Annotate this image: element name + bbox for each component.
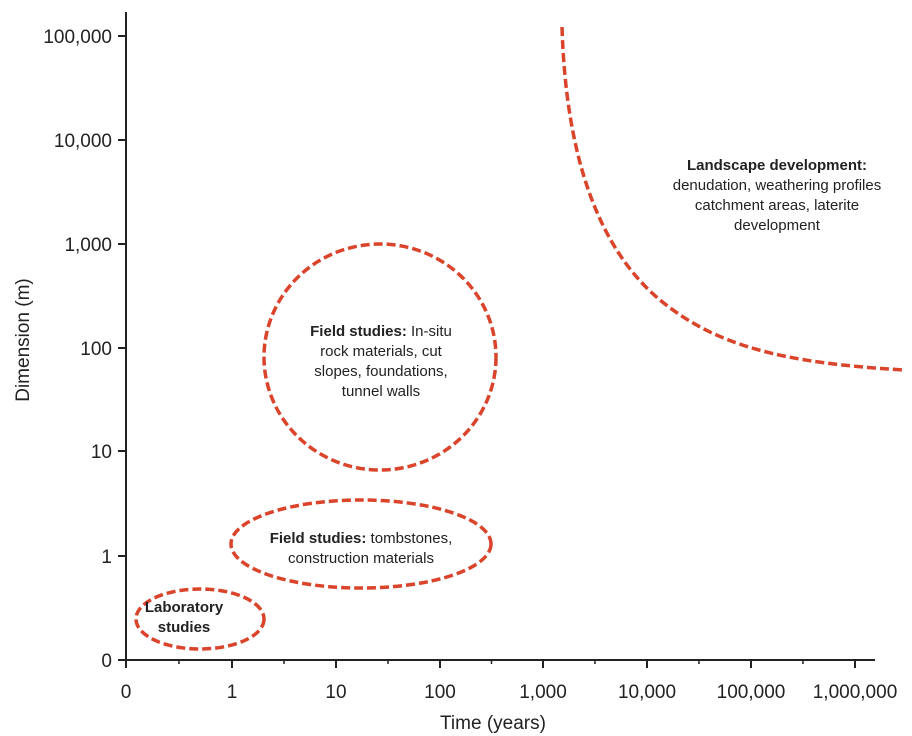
y-axis-title: Dimension (m) xyxy=(13,278,34,402)
field-studies-in-situ-label: Field studies: In-situ rock materials, cu… xyxy=(310,323,452,400)
x-tick-label: 100 xyxy=(424,682,456,703)
laboratory-studies-bold-text: studies xyxy=(158,619,211,636)
field-studies-in-situ-line: rock materials, cut xyxy=(320,343,443,360)
field-studies-in-situ-bold-text: Field studies: xyxy=(310,323,407,340)
x-axis-title: Time (years) xyxy=(440,713,546,734)
field-studies-in-situ-line: tunnel walls xyxy=(342,383,420,400)
laboratory-studies-boundary xyxy=(134,587,266,651)
field-studies-tombstones-bold-text: Field studies: xyxy=(270,530,367,547)
laboratory-studies-label: Laboratory studies xyxy=(145,599,224,636)
field-studies-in-situ-line: slopes, foundations, xyxy=(314,363,447,380)
y-tick-label: 1 xyxy=(101,547,112,568)
field-studies-in-situ-line: Field studies: In-situ xyxy=(310,323,452,340)
landscape-development-line: catchment areas, laterite xyxy=(695,197,859,214)
field-studies-tombstones-text: construction materials xyxy=(288,550,434,567)
x-axis-ticks: 0 1 10 100 1,000 10,000 100,000 1,000,000 xyxy=(121,660,898,703)
x-tick-label: 10,000 xyxy=(618,682,676,703)
x-tick-label: 100,000 xyxy=(717,682,786,703)
laboratory-studies-line: studies xyxy=(158,619,211,636)
y-tick-label: 100 xyxy=(80,339,112,360)
field-studies-tombstones-line: Field studies: tombstones, xyxy=(270,530,453,547)
landscape-development-bold-text: Landscape development: xyxy=(687,157,867,174)
laboratory-studies-bold-text: Laboratory xyxy=(145,599,224,616)
field-studies-tombstones-boundary xyxy=(229,498,493,590)
x-tick-label: 1,000,000 xyxy=(813,682,898,703)
y-tick-label: 0 xyxy=(101,651,112,672)
laboratory-studies-line: Laboratory xyxy=(145,599,224,616)
field-studies-in-situ-boundary xyxy=(262,242,498,472)
landscape-development-line: development xyxy=(734,217,821,234)
field-studies-tombstones-label: Field studies: tombstones, construction m… xyxy=(270,530,453,567)
landscape-development-text: denudation, weathering profiles xyxy=(673,177,881,194)
x-tick-label: 1,000 xyxy=(519,682,567,703)
field-studies-tombstones-text: tombstones, xyxy=(366,530,452,547)
landscape-development-line: Landscape development: xyxy=(687,157,867,174)
landscape-development-line: denudation, weathering profiles xyxy=(673,177,881,194)
x-tick-label: 10 xyxy=(325,682,346,703)
y-tick-label: 10 xyxy=(91,442,112,463)
y-tick-label: 100,000 xyxy=(43,27,112,48)
field-studies-in-situ-text: In-situ xyxy=(407,323,452,340)
y-tick-label: 1,000 xyxy=(64,235,112,256)
field-studies-in-situ-text: rock materials, cut xyxy=(320,343,443,360)
region-labels: Laboratory studies Field studies: tombston… xyxy=(145,157,881,636)
landscape-development-text: development xyxy=(734,217,821,234)
field-studies-in-situ-text: slopes, foundations, xyxy=(314,363,447,380)
y-tick-label: 10,000 xyxy=(54,131,112,152)
x-tick-label: 0 xyxy=(121,682,132,703)
x-tick-label: 1 xyxy=(227,682,238,703)
landscape-development-label: Landscape development: denudation, weathe… xyxy=(673,157,881,234)
landscape-development-text: catchment areas, laterite xyxy=(695,197,859,214)
field-studies-tombstones-line: construction materials xyxy=(288,550,434,567)
field-studies-in-situ-text: tunnel walls xyxy=(342,383,420,400)
landscape-development-boundary xyxy=(560,26,906,372)
y-axis-ticks: 0 1 10 100 1,000 10,000 100,000 xyxy=(43,27,126,672)
